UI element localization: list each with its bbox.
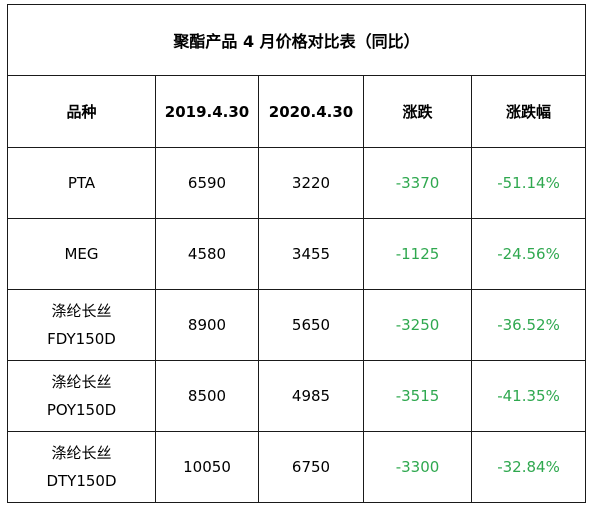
product-name-cell: PTA (7, 147, 156, 219)
change-pct-cell: -51.14% (470, 147, 587, 219)
product-name: 涤纶长丝 (51, 444, 112, 462)
change-pct-cell: -36.52% (470, 289, 587, 361)
change-cell: -1125 (363, 218, 472, 290)
change-cell: -3300 (363, 431, 472, 503)
table-row: PTA 6590 3220 -3370 -51.14% (7, 147, 587, 219)
price-2020-cell: 3220 (258, 147, 364, 219)
product-spec: FDY150D (47, 330, 116, 348)
product-name-cell: 涤纶长丝 DTY150D (7, 431, 156, 503)
price-2019-cell: 8500 (155, 360, 259, 432)
header-product: 品种 (7, 75, 156, 148)
change-cell: -3370 (363, 147, 472, 219)
change-cell: -3250 (363, 289, 472, 361)
product-name: 涤纶长丝 (51, 302, 112, 320)
price-2020-cell: 6750 (258, 431, 364, 503)
table-row: 涤纶长丝 FDY150D 8900 5650 -3250 -36.52% (7, 289, 587, 361)
table-row: 涤纶长丝 POY150D 8500 4985 -3515 -41.35% (7, 360, 587, 432)
product-name-cell: MEG (7, 218, 156, 290)
change-pct-cell: -41.35% (470, 360, 587, 432)
price-2020-cell: 5650 (258, 289, 364, 361)
product-name: PTA (67, 174, 96, 192)
price-2019-cell: 8900 (155, 289, 259, 361)
header-2020: 2020.4.30 (258, 75, 364, 148)
table-row: 涤纶长丝 DTY150D 10050 6750 -3300 -32.84% (7, 431, 587, 503)
product-spec: DTY150D (46, 472, 117, 490)
table-title: 聚酯产品 4 月价格对比表（同比） (6, 4, 587, 76)
change-pct-cell: -32.84% (470, 431, 587, 503)
change-pct-cell: -24.56% (470, 218, 587, 290)
product-name: MEG (64, 245, 99, 263)
table-row: MEG 4580 3455 -1125 -24.56% (7, 218, 587, 290)
price-2019-cell: 4580 (155, 218, 259, 290)
change-cell: -3515 (363, 360, 472, 432)
product-name-cell: 涤纶长丝 FDY150D (7, 289, 156, 361)
price-comparison-table: 聚酯产品 4 月价格对比表（同比） 品种 2019.4.30 2020.4.30… (6, 4, 587, 503)
table-title-row: 聚酯产品 4 月价格对比表（同比） (6, 4, 587, 76)
price-comparison-table-container: 聚酯产品 4 月价格对比表（同比） 品种 2019.4.30 2020.4.30… (6, 4, 587, 503)
table-header-row: 品种 2019.4.30 2020.4.30 涨跌 涨跌幅 (7, 75, 587, 148)
price-2019-cell: 6590 (155, 147, 259, 219)
header-2019: 2019.4.30 (155, 75, 259, 148)
price-2020-cell: 3455 (258, 218, 364, 290)
product-name: 涤纶长丝 (51, 373, 112, 391)
header-change: 涨跌 (363, 75, 472, 148)
product-spec: POY150D (46, 401, 117, 419)
price-2019-cell: 10050 (155, 431, 259, 503)
product-name-cell: 涤纶长丝 POY150D (7, 360, 156, 432)
header-change-pct: 涨跌幅 (470, 75, 587, 148)
price-2020-cell: 4985 (258, 360, 364, 432)
